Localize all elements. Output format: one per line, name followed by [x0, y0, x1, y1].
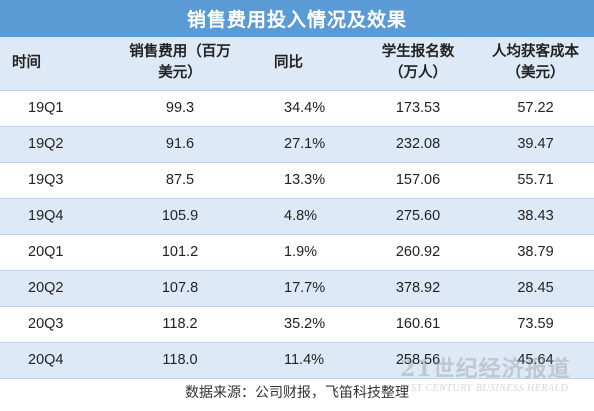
table-row: 19Q2 91.6 27.1% 232.08 39.47	[0, 126, 594, 163]
cell-enrollments: 157.06	[359, 162, 477, 199]
table-row: 20Q3 118.2 35.2% 160.61 73.59	[0, 306, 594, 343]
cell-cac: 73.59	[477, 306, 594, 343]
cell-sales-expense: 118.2	[98, 306, 262, 343]
cell-yoy: 11.4%	[262, 342, 359, 379]
cell-sales-expense: 87.5	[98, 162, 262, 199]
header-sales-expense-line-1: 销售费用（百万	[129, 44, 231, 61]
cell-yoy: 35.2%	[262, 306, 359, 343]
cell-enrollments: 378.92	[359, 270, 477, 307]
table-row: 19Q4 105.9 4.8% 275.60 38.43	[0, 198, 594, 235]
table-row: 20Q2 107.8 17.7% 378.92 28.45	[0, 270, 594, 307]
cell-sales-expense: 91.6	[98, 126, 262, 163]
cell-quarter: 20Q3	[0, 306, 98, 343]
cell-enrollments: 232.08	[359, 126, 477, 163]
cell-quarter: 20Q1	[0, 234, 98, 271]
table-header: 时间 销售费用（百万 美元） 同比 学生报名数 （万人） 人均获客成本 （美元）	[0, 37, 594, 91]
header-yoy: 同比	[262, 37, 359, 91]
header-enrollments-line-2: （万人）	[389, 65, 447, 82]
table-row: 19Q3 87.5 13.3% 157.06 55.71	[0, 162, 594, 199]
cell-yoy: 17.7%	[262, 270, 359, 307]
cell-enrollments: 275.60	[359, 198, 477, 235]
cell-quarter: 19Q3	[0, 162, 98, 199]
table-row: 20Q1 101.2 1.9% 260.92 38.79	[0, 234, 594, 271]
cell-sales-expense: 99.3	[98, 90, 262, 127]
header-cac-line-1: 人均获客成本	[492, 44, 579, 61]
data-source-note: 数据来源：公司财报，飞笛科技整理	[185, 385, 409, 401]
table-body: 19Q1 99.3 34.4% 173.53 57.22 19Q2 91.6 27.1% 232…	[0, 90, 594, 379]
header-cac: 人均获客成本 （美元）	[477, 37, 594, 91]
cell-yoy: 27.1%	[262, 126, 359, 163]
cell-cac: 55.71	[477, 162, 594, 199]
cell-quarter: 19Q1	[0, 90, 98, 127]
sales-expense-table: 时间 销售费用（百万 美元） 同比 学生报名数 （万人） 人均获客成本 （美元）…	[0, 37, 594, 379]
header-sales-expense-line-2: 美元）	[158, 65, 202, 82]
header-sales-expense: 销售费用（百万 美元）	[98, 37, 262, 91]
cell-enrollments: 258.56	[359, 342, 477, 379]
header-yoy-label: 同比	[274, 54, 303, 71]
cell-sales-expense: 105.9	[98, 198, 262, 235]
cell-cac: 28.45	[477, 270, 594, 307]
cell-yoy: 13.3%	[262, 162, 359, 199]
table-row: 20Q4 118.0 11.4% 258.56 45.64	[0, 342, 594, 379]
table-title: 销售费用投入情况及效果	[0, 0, 594, 37]
header-enrollments-line-1: 学生报名数	[381, 44, 455, 61]
cell-yoy: 34.4%	[262, 90, 359, 127]
header-row: 时间 销售费用（百万 美元） 同比 学生报名数 （万人） 人均获客成本 （美元）	[0, 37, 594, 91]
cell-enrollments: 173.53	[359, 90, 477, 127]
cell-cac: 45.64	[477, 342, 594, 379]
cell-enrollments: 260.92	[359, 234, 477, 271]
cell-sales-expense: 118.0	[98, 342, 262, 379]
cell-sales-expense: 107.8	[98, 270, 262, 307]
cell-quarter: 19Q2	[0, 126, 98, 163]
cell-quarter: 19Q4	[0, 198, 98, 235]
cell-sales-expense: 101.2	[98, 234, 262, 271]
header-cac-line-2: （美元）	[506, 65, 565, 82]
header-time-label: 时间	[12, 54, 41, 71]
cell-cac: 38.43	[477, 198, 594, 235]
cell-yoy: 1.9%	[262, 234, 359, 271]
cell-quarter: 20Q2	[0, 270, 98, 307]
cell-enrollments: 160.61	[359, 306, 477, 343]
header-time: 时间	[0, 37, 98, 91]
header-enrollments: 学生报名数 （万人）	[359, 37, 477, 91]
table-row: 19Q1 99.3 34.4% 173.53 57.22	[0, 90, 594, 127]
cell-quarter: 20Q4	[0, 342, 98, 379]
cell-yoy: 4.8%	[262, 198, 359, 235]
cell-cac: 57.22	[477, 90, 594, 127]
cell-cac: 39.47	[477, 126, 594, 163]
cell-cac: 38.79	[477, 234, 594, 271]
